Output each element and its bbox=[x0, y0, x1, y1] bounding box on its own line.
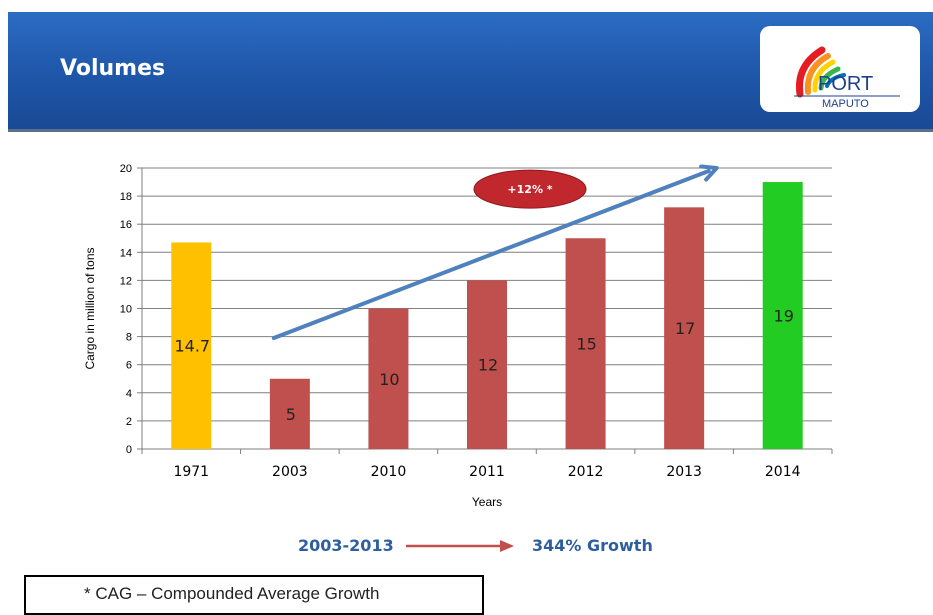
trend-arrow-head bbox=[699, 164, 719, 182]
data-label: 12 bbox=[478, 356, 498, 375]
data-label: 19 bbox=[774, 307, 794, 326]
y-tick-label: 18 bbox=[120, 191, 132, 203]
bar-2014 bbox=[762, 182, 803, 450]
x-tick-label: 2011 bbox=[469, 464, 505, 480]
x-tick-label: 2012 bbox=[568, 464, 604, 480]
x-tick-label: 2013 bbox=[666, 464, 702, 480]
bar-2010 bbox=[368, 308, 409, 449]
bar-1971 bbox=[171, 242, 212, 449]
data-label: 5 bbox=[286, 405, 296, 424]
data-label: 15 bbox=[576, 335, 596, 354]
data-label: 10 bbox=[379, 370, 399, 389]
slide-header: Volumes PORT MAPUTO bbox=[8, 12, 933, 132]
growth-bubble-label: +12% * bbox=[507, 183, 552, 196]
y-tick-label: 16 bbox=[120, 219, 132, 231]
data-label: 17 bbox=[675, 319, 695, 338]
trend-arrow-line bbox=[271, 169, 711, 341]
x-axis-title: Years bbox=[472, 495, 502, 509]
growth-result: 344% Growth bbox=[532, 536, 653, 555]
y-tick-label: 10 bbox=[120, 304, 132, 316]
y-tick-label: 4 bbox=[126, 388, 132, 400]
y-axis-title: Cargo in million of tons bbox=[83, 247, 97, 369]
slide-title: Volumes bbox=[60, 56, 166, 81]
x-tick-label: 1971 bbox=[173, 464, 209, 480]
bar-2003 bbox=[269, 378, 310, 449]
x-tick-label: 2010 bbox=[371, 464, 407, 480]
x-tick-label: 2003 bbox=[272, 464, 308, 480]
svg-text:MAPUTO: MAPUTO bbox=[822, 98, 869, 110]
bar-2011 bbox=[467, 280, 507, 449]
footnote-text: * CAG – Compounded Average Growth bbox=[84, 584, 380, 603]
y-tick-label: 20 bbox=[120, 163, 132, 175]
x-tick-label: 2014 bbox=[765, 464, 801, 480]
growth-summary: 2003-2013 344% Growth bbox=[0, 534, 933, 558]
y-tick-label: 0 bbox=[126, 444, 132, 456]
growth-bubble bbox=[473, 169, 587, 209]
growth-period: 2003-2013 bbox=[298, 536, 394, 555]
bar-2012 bbox=[565, 238, 606, 449]
data-label: 14.7 bbox=[174, 337, 210, 356]
y-tick-label: 14 bbox=[120, 247, 132, 259]
bar-2013 bbox=[664, 207, 705, 449]
cargo-volume-chart: 0 2 4 6 8 10 12 14 16 18 20 1971 2003 2010 2011 2012 201… bbox=[83, 163, 833, 509]
y-tick-label: 8 bbox=[126, 332, 132, 344]
growth-arrow-icon bbox=[406, 540, 514, 552]
y-tick-label: 2 bbox=[126, 416, 132, 428]
svg-text:PORT: PORT bbox=[818, 73, 873, 95]
y-tick-label: 12 bbox=[120, 275, 132, 287]
footnote-box: * CAG – Compounded Average Growth bbox=[24, 575, 484, 615]
y-tick-label: 6 bbox=[126, 360, 132, 372]
port-maputo-logo: PORT MAPUTO bbox=[760, 26, 920, 112]
